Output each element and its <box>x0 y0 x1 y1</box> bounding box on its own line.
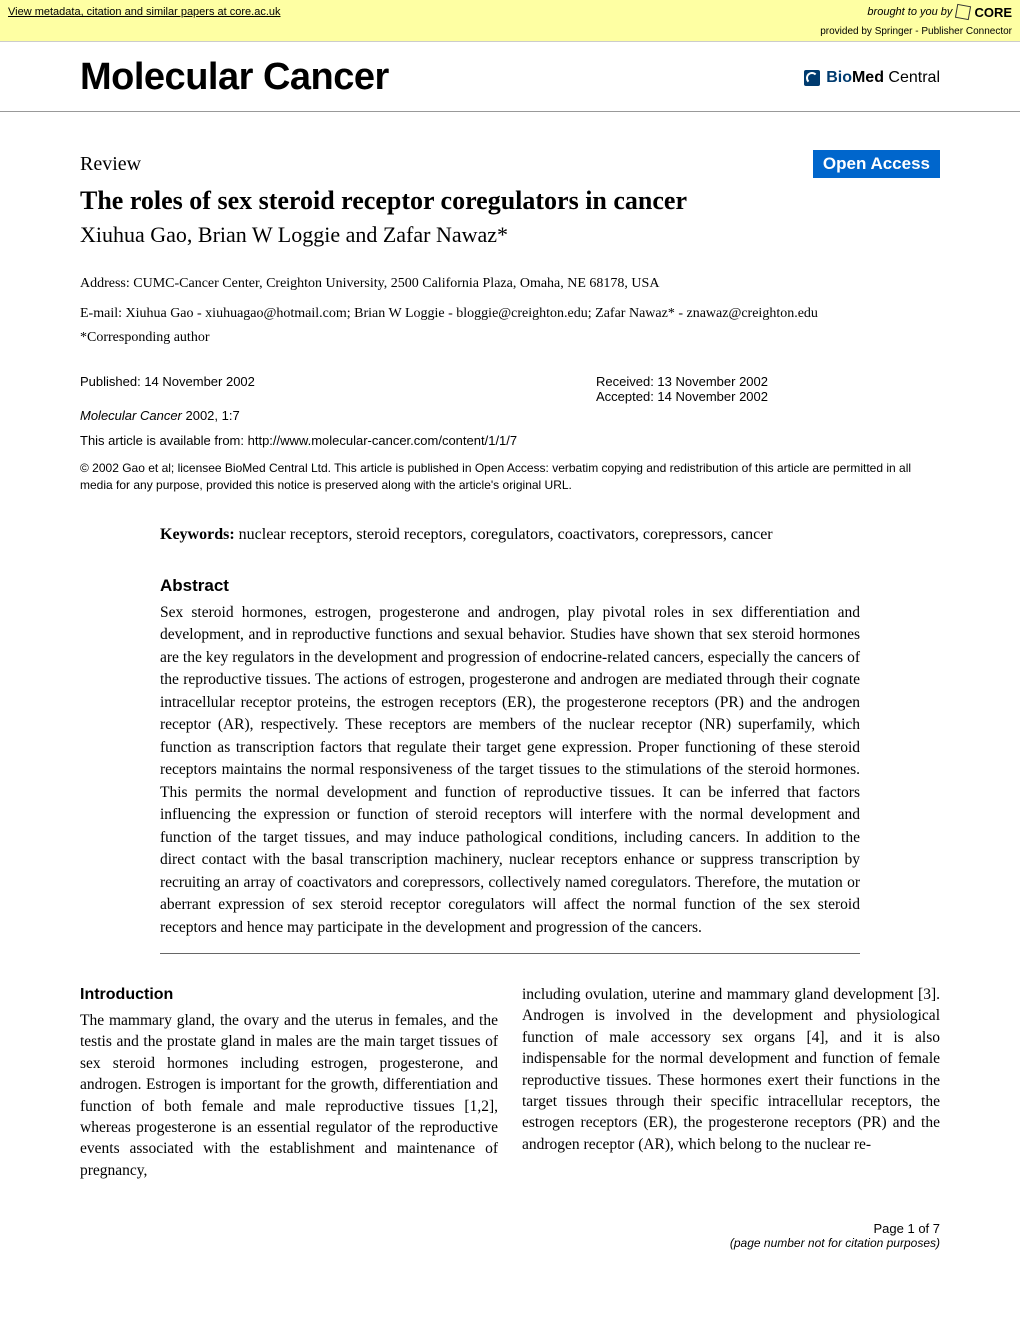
received-date: Received: 13 November 2002 <box>596 374 940 389</box>
page-number-note: (page number not for citation purposes) <box>80 1236 940 1250</box>
abstract-text: Sex steroid hormones, estrogen, progeste… <box>160 602 860 939</box>
author-emails: E-mail: Xiuhua Gao - xiuhuagao@hotmail.c… <box>80 306 940 322</box>
biomed-bio: Bio <box>826 69 852 86</box>
citation-volume: 2002, 1:7 <box>182 408 240 423</box>
citation: Molecular Cancer 2002, 1:7 <box>80 408 940 423</box>
published-date: Published: 14 November 2002 <box>80 374 553 404</box>
received-accepted-block: Received: 13 November 2002 Accepted: 14 … <box>596 374 940 404</box>
core-topbar: View metadata, citation and similar pape… <box>0 0 1020 24</box>
abstract-block: Abstract Sex steroid hormones, estrogen,… <box>80 576 940 939</box>
review-row: Review Open Access <box>80 150 940 178</box>
core-metadata-link[interactable]: View metadata, citation and similar pape… <box>8 6 281 18</box>
keywords-text: nuclear receptors, steroid receptors, co… <box>239 526 773 543</box>
journal-title: Molecular Cancer <box>80 56 389 99</box>
body-two-column: Introduction The mammary gland, the ovar… <box>80 984 940 1181</box>
article-title: The roles of sex steroid receptor coregu… <box>80 186 940 216</box>
accepted-date: Accepted: 14 November 2002 <box>596 389 940 404</box>
biomed-icon <box>804 70 820 86</box>
citation-journal: Molecular Cancer <box>80 408 182 423</box>
section-divider <box>160 953 860 954</box>
provided-by-prefix: provided by <box>820 26 874 37</box>
core-brand-wrap: brought to you by CORE <box>867 5 1012 20</box>
page-footer: Page 1 of 7 (page number not for citatio… <box>80 1221 940 1250</box>
core-icon <box>955 4 971 20</box>
keywords-block: Keywords: nuclear receptors, steroid rec… <box>80 524 940 546</box>
provided-by-bar: provided by Springer - Publisher Connect… <box>0 24 1020 42</box>
publication-dates-row: Published: 14 November 2002 Received: 13… <box>80 374 940 404</box>
biomed-central: Central <box>884 69 940 86</box>
brought-to-you-label: brought to you by <box>867 6 952 18</box>
article-url[interactable]: This article is available from: http://w… <box>80 433 940 448</box>
biomed-central-logo[interactable]: BioMed Central <box>804 69 940 87</box>
keywords-label: Keywords: <box>160 526 239 543</box>
provided-by-link[interactable]: Springer - Publisher Connector <box>875 26 1012 37</box>
affiliation-address: Address: CUMC-Cancer Center, Creighton U… <box>80 276 940 292</box>
article-content: Review Open Access The roles of sex ster… <box>0 112 1020 1290</box>
introduction-heading: Introduction <box>80 984 498 1006</box>
page-number: Page 1 of 7 <box>80 1221 940 1236</box>
biomed-wordmark: BioMed Central <box>826 69 940 87</box>
article-authors: Xiuhua Gao, Brian W Loggie and Zafar Naw… <box>80 222 940 248</box>
open-access-badge: Open Access <box>813 150 940 178</box>
journal-header: Molecular Cancer BioMed Central <box>0 42 1020 112</box>
abstract-heading: Abstract <box>160 576 860 596</box>
introduction-text-col2: including ovulation, uterine and mammary… <box>522 984 940 1155</box>
corresponding-author-note: *Corresponding author <box>80 330 940 346</box>
body-column-left: Introduction The mammary gland, the ovar… <box>80 984 498 1181</box>
copyright-notice: © 2002 Gao et al; licensee BioMed Centra… <box>80 460 940 494</box>
introduction-text-col1: The mammary gland, the ovary and the ute… <box>80 1010 498 1181</box>
core-logo-text: CORE <box>974 5 1012 20</box>
article-type-label: Review <box>80 153 141 176</box>
biomed-med: Med <box>852 69 884 86</box>
body-column-right: including ovulation, uterine and mammary… <box>522 984 940 1181</box>
